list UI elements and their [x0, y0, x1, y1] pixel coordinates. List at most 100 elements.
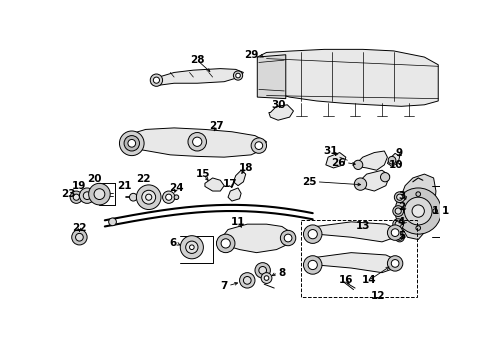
Text: 31: 31 — [323, 146, 338, 156]
Circle shape — [129, 193, 137, 201]
Circle shape — [416, 226, 420, 230]
Circle shape — [174, 195, 179, 199]
Circle shape — [83, 192, 91, 199]
Text: 1: 1 — [441, 206, 448, 216]
Circle shape — [388, 256, 403, 271]
Circle shape — [153, 77, 160, 83]
Circle shape — [190, 245, 194, 249]
Text: 23: 23 — [61, 189, 76, 199]
Text: 28: 28 — [190, 55, 204, 65]
Circle shape — [381, 172, 390, 182]
Polygon shape — [326, 153, 346, 168]
Text: 29: 29 — [245, 50, 259, 60]
Text: 16: 16 — [339, 275, 353, 285]
Polygon shape — [355, 151, 388, 170]
Text: 21: 21 — [117, 181, 131, 191]
Circle shape — [233, 71, 243, 80]
Circle shape — [180, 236, 203, 259]
Circle shape — [388, 225, 403, 240]
Circle shape — [217, 234, 235, 253]
Text: 3: 3 — [398, 191, 405, 201]
Circle shape — [393, 219, 404, 230]
Circle shape — [124, 136, 140, 151]
Text: 17: 17 — [223, 179, 238, 189]
Text: 8: 8 — [278, 267, 285, 278]
Polygon shape — [122, 128, 267, 157]
Text: 1: 1 — [432, 206, 440, 216]
Circle shape — [188, 132, 206, 151]
Circle shape — [70, 191, 82, 203]
Text: 19: 19 — [72, 181, 87, 191]
Circle shape — [397, 234, 403, 240]
Text: 11: 11 — [231, 217, 245, 227]
Circle shape — [412, 205, 424, 217]
Circle shape — [395, 208, 401, 214]
Circle shape — [303, 225, 322, 243]
Polygon shape — [400, 174, 436, 239]
Circle shape — [109, 218, 117, 226]
Text: 4: 4 — [398, 217, 405, 227]
Text: 27: 27 — [209, 121, 224, 131]
Text: 10: 10 — [388, 160, 403, 170]
Text: 9: 9 — [396, 148, 403, 158]
Circle shape — [397, 194, 403, 200]
Text: 7: 7 — [220, 281, 228, 291]
Polygon shape — [151, 69, 244, 86]
Text: 13: 13 — [356, 221, 370, 231]
Circle shape — [259, 266, 267, 274]
Text: 25: 25 — [302, 177, 317, 187]
Circle shape — [128, 139, 136, 147]
Text: 18: 18 — [239, 163, 253, 173]
Circle shape — [388, 156, 396, 164]
Polygon shape — [269, 105, 294, 120]
Text: 15: 15 — [196, 169, 211, 179]
Polygon shape — [357, 170, 390, 191]
Text: 22: 22 — [136, 174, 150, 184]
Circle shape — [255, 142, 263, 149]
Circle shape — [395, 188, 441, 234]
Polygon shape — [307, 253, 397, 273]
Circle shape — [75, 233, 83, 241]
Circle shape — [142, 190, 156, 204]
Circle shape — [393, 206, 404, 216]
Circle shape — [354, 160, 363, 170]
Circle shape — [354, 178, 367, 190]
Text: 22: 22 — [72, 223, 87, 233]
Polygon shape — [217, 224, 294, 253]
Circle shape — [236, 73, 240, 78]
Circle shape — [391, 260, 399, 267]
Circle shape — [193, 137, 202, 147]
Polygon shape — [228, 188, 241, 201]
Circle shape — [240, 273, 255, 288]
Circle shape — [166, 194, 172, 200]
Circle shape — [146, 194, 152, 200]
Circle shape — [404, 197, 432, 225]
Circle shape — [416, 192, 420, 197]
Circle shape — [399, 209, 404, 213]
Circle shape — [221, 239, 230, 248]
Circle shape — [94, 189, 105, 199]
Circle shape — [74, 194, 79, 200]
Polygon shape — [388, 153, 400, 166]
Circle shape — [255, 263, 270, 278]
Circle shape — [394, 192, 405, 203]
Text: 26: 26 — [331, 158, 346, 167]
Polygon shape — [205, 178, 224, 191]
Circle shape — [395, 233, 404, 242]
Circle shape — [284, 234, 292, 242]
Circle shape — [186, 241, 198, 253]
Text: 24: 24 — [169, 183, 184, 193]
Circle shape — [136, 185, 161, 210]
Circle shape — [395, 221, 401, 227]
Circle shape — [433, 209, 438, 213]
Circle shape — [308, 260, 318, 270]
Text: 30: 30 — [271, 100, 285, 110]
Circle shape — [163, 191, 175, 203]
Circle shape — [261, 273, 272, 283]
Circle shape — [120, 131, 144, 156]
Text: 12: 12 — [371, 291, 386, 301]
Circle shape — [303, 256, 322, 274]
Circle shape — [89, 183, 110, 205]
Circle shape — [280, 230, 296, 246]
Polygon shape — [233, 170, 245, 186]
